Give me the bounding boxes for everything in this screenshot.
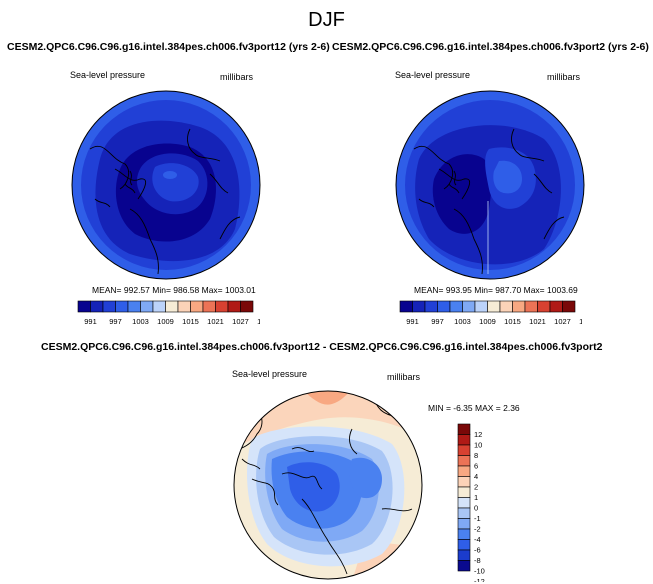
- panel1-colorbar-swatch: [165, 300, 179, 313]
- panel1-colorbar: 991 997 1003 1009 1015 1021 1027 1033: [77, 300, 260, 326]
- panel2-colorbar-swatch: [474, 300, 488, 313]
- diff-colorbar-tick-label: -4: [474, 535, 481, 544]
- diff-colorbar-swatch: [457, 486, 471, 498]
- diff-panel-title: CESM2.QPC6.C96.C96.g16.intel.384pes.ch00…: [41, 341, 603, 353]
- diff-colorbar-swatch: [457, 528, 471, 540]
- diff-colorbar-swatch: [457, 539, 471, 551]
- panel2-polar-map: [395, 90, 585, 280]
- panel2-colorbar-tick-label: 1015: [504, 317, 521, 326]
- panel1-stats: MEAN= 992.57 Min= 986.58 Max= 1003.01: [92, 285, 256, 295]
- panel1-colorbar-swatch: [227, 300, 241, 313]
- panel2-colorbar-swatch: [512, 300, 526, 313]
- panel2-colorbar-swatch: [524, 300, 538, 313]
- panel1-colorbar-swatch: [215, 300, 229, 313]
- diff-colorbar-tick-label: 8: [474, 451, 478, 460]
- page-title: DJF: [308, 9, 345, 31]
- panel1-colorbar-swatch: [115, 300, 129, 313]
- diff-colorbar-tick-label: 0: [474, 504, 478, 513]
- diff-colorbar-tick-label: -8: [474, 556, 481, 565]
- diff-colorbar-swatch: [457, 465, 471, 477]
- panel2-colorbar-tick-label: 1009: [479, 317, 496, 326]
- diff-colorbar-swatch: [457, 549, 471, 561]
- diff-colorbar-tick-label: -2: [474, 525, 481, 534]
- panel1-colorbar-tick-label: 1009: [157, 317, 174, 326]
- panel2-units-label: millibars: [547, 72, 581, 82]
- panel2-colorbar-swatch: [549, 300, 563, 313]
- panel2-colorbar-tick-label: 1003: [454, 317, 471, 326]
- panel2-variable-label: Sea-level pressure: [395, 70, 471, 80]
- diff-colorbar-swatch: [457, 423, 471, 435]
- diff-colorbar-swatch: [457, 444, 471, 456]
- diff-colorbar-tick-label: -12: [474, 577, 485, 582]
- panel1-colorbar-tick-label: 991: [84, 317, 97, 326]
- diff-colorbar-tick-label: 2: [474, 483, 478, 492]
- panel1-polar-map: [71, 90, 261, 280]
- diff-colorbar-tick-label: -1: [474, 514, 481, 523]
- panel2-colorbar-swatch: [537, 300, 551, 313]
- diff-colorbar-tick-label: 6: [474, 462, 478, 471]
- panel2-colorbar-swatch: [399, 300, 413, 313]
- diff-colorbar-tick-label: 1: [474, 493, 478, 502]
- panel1-colorbar-swatch: [152, 300, 166, 313]
- panel1-colorbar-swatch: [102, 300, 116, 313]
- diff-colorbar-swatch: [457, 560, 471, 572]
- diff-colorbar-swatch: [457, 455, 471, 467]
- diff-colorbar-swatch: [457, 518, 471, 530]
- diff-colorbar-swatch: [457, 476, 471, 488]
- panel2-colorbar-swatch: [449, 300, 463, 313]
- diff-colorbar-tick-label: 12: [474, 430, 482, 439]
- diff-variable-label: Sea-level pressure: [232, 369, 308, 379]
- panel1-colorbar-swatch: [140, 300, 154, 313]
- panel1-colorbar-swatch: [177, 300, 191, 313]
- panel1-colorbar-swatch: [202, 300, 216, 313]
- diff-colorbar-tick-label: 10: [474, 441, 482, 450]
- panel2-colorbar-swatch: [424, 300, 438, 313]
- panel2-colorbar-swatch: [487, 300, 501, 313]
- panel1-units-label: millibars: [220, 72, 254, 82]
- diff-colorbar-tick-label: -6: [474, 546, 481, 555]
- panel1-colorbar-tick-label: 1015: [182, 317, 199, 326]
- diff-units-label: millibars: [387, 372, 421, 382]
- panel1-colorbar-swatch: [90, 300, 104, 313]
- panel1-colorbar-tick-label: 1027: [232, 317, 249, 326]
- panel2-colorbar-tick-label: 991: [406, 317, 419, 326]
- diff-colorbar-swatch: [457, 507, 471, 519]
- diff-minmax: MIN = -6.35 MAX = 2.36: [428, 403, 520, 413]
- panel2-colorbar-swatch: [562, 300, 576, 313]
- diff-colorbar-swatch: [457, 434, 471, 446]
- diff-polar-map: [233, 390, 423, 580]
- panel1-colorbar-swatch: [77, 300, 91, 313]
- panel1-variable-label: Sea-level pressure: [70, 70, 146, 80]
- panel1-colorbar-tick-label: 1021: [207, 317, 224, 326]
- diff-colorbar-tick-label: -10: [474, 567, 485, 576]
- panel1-colorbar-swatch: [240, 300, 254, 313]
- diff-colorbar-swatch: [457, 497, 471, 509]
- panel1-title: CESM2.QPC6.C96.C96.g16.intel.384pes.ch00…: [7, 41, 330, 53]
- panel2-colorbar-swatch: [462, 300, 476, 313]
- panel2-colorbar-swatch: [499, 300, 513, 313]
- panel2-colorbar-tick-label: 997: [431, 317, 444, 326]
- panel2-title: CESM2.QPC6.C96.C96.g16.intel.384pes.ch00…: [332, 41, 649, 53]
- panel2-colorbar: 991 997 1003 1009 1015 1021 1027 1033: [399, 300, 582, 326]
- panel1-colorbar-tick-label: 1003: [132, 317, 149, 326]
- panel1-colorbar-swatch: [190, 300, 204, 313]
- panel1-colorbar-swatch: [127, 300, 141, 313]
- panel1-colorbar-tick-label: 997: [109, 317, 122, 326]
- panel2-colorbar-tick-label: 1027: [554, 317, 571, 326]
- panel1-colorbar-tick-label: 1033: [257, 317, 260, 326]
- panel2-colorbar-tick-label: 1033: [579, 317, 582, 326]
- panel2-colorbar-tick-label: 1021: [529, 317, 546, 326]
- panel2-stats: MEAN= 993.95 Min= 987.70 Max= 1003.69: [414, 285, 578, 295]
- panel2-colorbar-swatch: [412, 300, 426, 313]
- diff-colorbar-tick-label: 4: [474, 472, 478, 481]
- panel2-colorbar-swatch: [437, 300, 451, 313]
